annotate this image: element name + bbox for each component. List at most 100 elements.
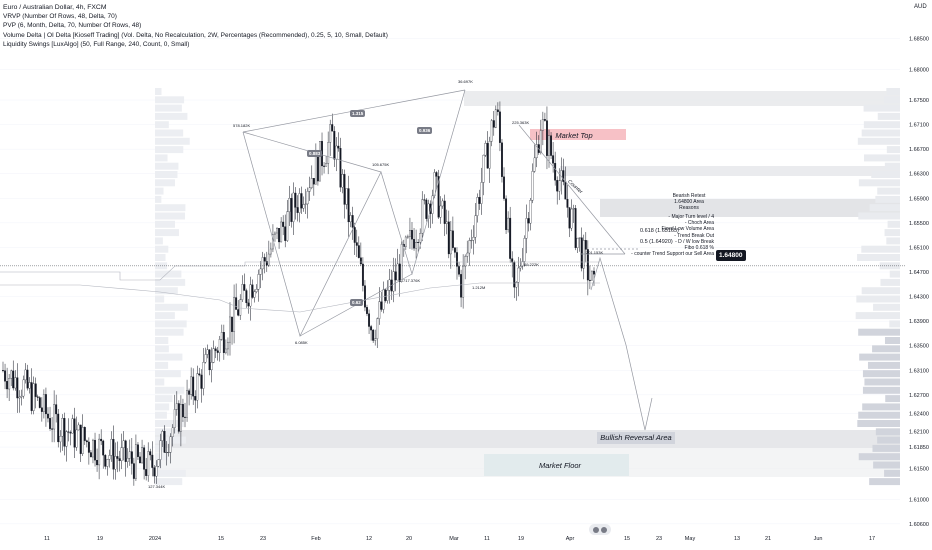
candle-body bbox=[519, 266, 522, 269]
volume-profile-bar-right bbox=[867, 361, 900, 369]
pattern-label-p7: 49.222K bbox=[524, 262, 539, 267]
volume-profile-bar-left bbox=[155, 204, 186, 212]
projection-path bbox=[518, 124, 653, 431]
candle-body bbox=[294, 192, 297, 208]
bearish-retest-notes: Bearish Retest 1.64800 Area Reasons bbox=[664, 193, 714, 212]
candle-body bbox=[359, 257, 362, 265]
candle-body bbox=[251, 284, 254, 298]
candle-body bbox=[527, 218, 530, 224]
candle-body bbox=[382, 289, 385, 310]
candle-body bbox=[482, 154, 485, 183]
candle-body bbox=[89, 452, 92, 458]
candle-body bbox=[312, 178, 315, 185]
candle-body bbox=[588, 279, 591, 281]
volume-profile-bar-right bbox=[861, 245, 900, 253]
candle-body bbox=[376, 318, 379, 339]
x-tick-label: 23 bbox=[259, 536, 267, 542]
volume-profile-bar-left bbox=[155, 345, 169, 353]
liquidity-swings bbox=[0, 261, 600, 313]
volume-profile-bar-right bbox=[884, 229, 900, 237]
candle-body bbox=[384, 289, 387, 301]
candle-body bbox=[222, 332, 225, 353]
fib-05-label: 0.5 (1.64920) bbox=[640, 239, 673, 245]
indicator-volume-delta[interactable]: Volume Delta | OI Delta [Kioseff Trading… bbox=[3, 31, 388, 39]
candle-body bbox=[511, 258, 514, 263]
candle-body bbox=[79, 424, 82, 454]
indicator-pvp[interactable]: PVP (6, Month, Delta, 70, Number Of Rows… bbox=[3, 22, 142, 30]
candle-body bbox=[474, 215, 477, 238]
x-tick-label: 11 bbox=[484, 536, 490, 542]
candle-body bbox=[202, 362, 205, 389]
volume-profile-bar-right bbox=[856, 295, 900, 303]
candle-body bbox=[494, 109, 497, 128]
candle-body bbox=[182, 404, 184, 418]
indicator-liquidity-swings[interactable]: Liquidity Swings [LuxAlgo] (50, Full Ran… bbox=[3, 40, 190, 48]
chart-settings-button[interactable] bbox=[589, 524, 611, 535]
volume-profile-bar-right bbox=[855, 312, 900, 320]
y-tick-label: 1.64700 bbox=[909, 270, 929, 276]
volume-profile-bar-left bbox=[155, 245, 169, 253]
candle-body bbox=[276, 228, 278, 234]
indicator-vrvp[interactable]: VRVP (Number Of Rows, 48, Delta, 70) bbox=[3, 13, 117, 21]
candle-body bbox=[339, 148, 342, 188]
candle-body bbox=[458, 266, 460, 275]
y-tick-label: 1.63500 bbox=[909, 344, 929, 350]
candle-body bbox=[445, 221, 448, 224]
volume-profile-bar-left bbox=[155, 179, 175, 187]
candles-layer bbox=[2, 101, 595, 486]
candle-body bbox=[421, 199, 424, 234]
pattern-label-r5: 201.153K bbox=[586, 250, 604, 255]
time-axis[interactable]: 11 19 2024 15 23 Feb 12 20 Mar 11 19 Apr 15 23 May 13 21… bbox=[0, 536, 932, 550]
candle-body bbox=[40, 407, 43, 412]
candle-body bbox=[87, 441, 90, 453]
candle-body bbox=[157, 459, 160, 467]
candle-body bbox=[394, 271, 397, 281]
candle-body bbox=[509, 217, 512, 259]
x-tick-label: 2024 bbox=[148, 536, 162, 542]
fib-0618-label: 0.618 (1.65165) bbox=[640, 228, 679, 234]
candle-body bbox=[550, 135, 553, 156]
candle-body bbox=[372, 329, 375, 341]
volume-profile-bar-right bbox=[877, 187, 900, 195]
volume-profile-bar-left bbox=[155, 237, 163, 245]
candle-body bbox=[451, 230, 454, 248]
candle-body bbox=[578, 237, 581, 239]
volume-profile-bar-right bbox=[873, 303, 900, 311]
candle-body bbox=[226, 341, 229, 350]
candle-body bbox=[486, 143, 489, 169]
volume-profile-bar-right bbox=[858, 328, 900, 336]
candle-body bbox=[59, 436, 62, 443]
candle-body bbox=[73, 418, 76, 448]
candle-body bbox=[34, 383, 37, 397]
candle-body bbox=[580, 237, 583, 269]
candle-body bbox=[435, 172, 438, 177]
volume-profile-bar-left bbox=[155, 287, 178, 295]
candle-body bbox=[194, 396, 197, 401]
volume-profile-bar-left bbox=[155, 303, 188, 311]
volume-profile-bar-left bbox=[155, 254, 166, 261]
reason-item: Fixed Low Volume Area bbox=[661, 226, 714, 233]
candle-body bbox=[316, 153, 319, 182]
volume-profile-bar-left bbox=[155, 171, 178, 178]
candle-body bbox=[163, 431, 166, 453]
candle-body bbox=[44, 394, 47, 415]
candle-body bbox=[366, 307, 368, 314]
candle-body bbox=[341, 174, 344, 188]
candle-body bbox=[302, 204, 305, 209]
candle-body bbox=[42, 394, 45, 412]
candle-body bbox=[556, 180, 559, 192]
candle-body bbox=[517, 267, 520, 283]
x-tick-label: Jun bbox=[813, 536, 823, 542]
y-tick-label: 1.64300 bbox=[909, 295, 929, 301]
candle-body bbox=[259, 268, 262, 275]
volume-profile-bar-right bbox=[886, 146, 900, 154]
volume-profile-bar-right bbox=[861, 287, 900, 295]
candle-body bbox=[267, 253, 270, 266]
candle-body bbox=[329, 124, 332, 143]
candle-body bbox=[361, 263, 364, 286]
volume-profile-bar-right bbox=[869, 478, 900, 486]
candle-body bbox=[357, 245, 360, 258]
candle-body bbox=[398, 263, 401, 282]
candle-body bbox=[574, 208, 577, 248]
